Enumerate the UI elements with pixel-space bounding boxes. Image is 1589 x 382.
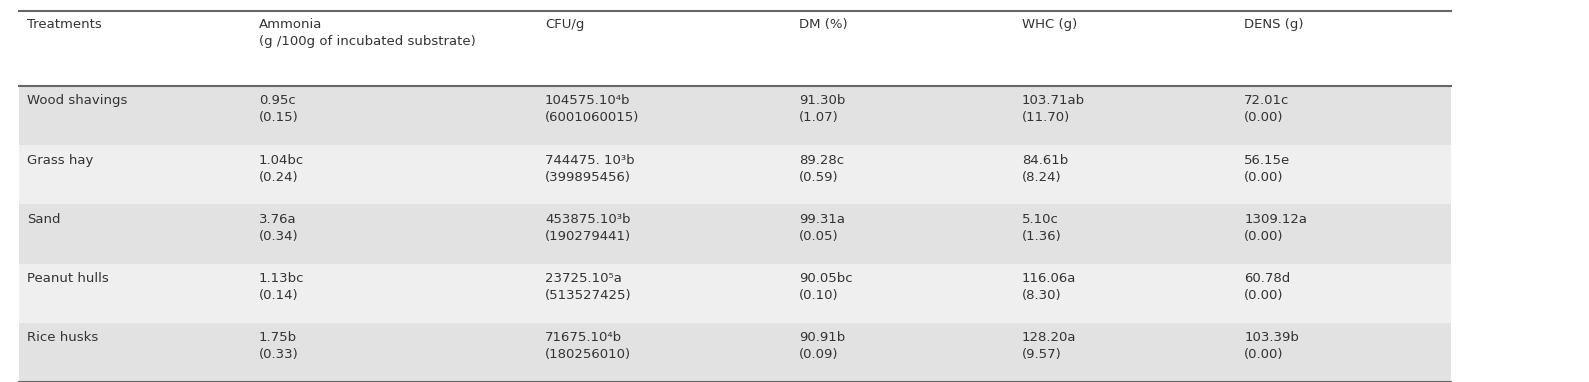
Text: 1.13bc
(0.14): 1.13bc (0.14) [259, 272, 305, 302]
Bar [19, 11, 251, 86]
Bar [251, 145, 537, 204]
Bar [251, 323, 537, 382]
Bar [791, 11, 1014, 86]
Text: 103.39b
(0.00): 103.39b (0.00) [1244, 331, 1300, 361]
Bar [537, 204, 791, 264]
Text: 99.31a
(0.05): 99.31a (0.05) [799, 213, 845, 243]
Bar [19, 264, 251, 323]
Text: Sand: Sand [27, 213, 60, 226]
Text: 90.05bc
(0.10): 90.05bc (0.10) [799, 272, 853, 302]
Text: 91.30b
(1.07): 91.30b (1.07) [799, 94, 845, 125]
Text: 72.01c
(0.00): 72.01c (0.00) [1244, 94, 1290, 125]
Bar [537, 11, 791, 86]
Text: WHC (g): WHC (g) [1022, 18, 1077, 31]
Bar [19, 323, 251, 382]
Text: 744475. 10³b
(399895456): 744475. 10³b (399895456) [545, 154, 634, 184]
Text: 90.91b
(0.09): 90.91b (0.09) [799, 331, 845, 361]
Text: 56.15e
(0.00): 56.15e (0.00) [1244, 154, 1290, 184]
Bar [1236, 264, 1451, 323]
Bar [1236, 86, 1451, 145]
Bar [1014, 323, 1236, 382]
Text: 1.04bc
(0.24): 1.04bc (0.24) [259, 154, 303, 184]
Text: 104575.10⁴b
(6001060015): 104575.10⁴b (6001060015) [545, 94, 639, 125]
Bar [251, 264, 537, 323]
Text: 103.71ab
(11.70): 103.71ab (11.70) [1022, 94, 1085, 125]
Text: Rice husks: Rice husks [27, 331, 99, 344]
Text: 1309.12a
(0.00): 1309.12a (0.00) [1244, 213, 1308, 243]
Text: 89.28c
(0.59): 89.28c (0.59) [799, 154, 844, 184]
Bar [1236, 11, 1451, 86]
Text: 5.10c
(1.36): 5.10c (1.36) [1022, 213, 1061, 243]
Bar [1014, 145, 1236, 204]
Text: Grass hay: Grass hay [27, 154, 94, 167]
Bar [791, 323, 1014, 382]
Text: 84.61b
(8.24): 84.61b (8.24) [1022, 154, 1068, 184]
Bar [1014, 86, 1236, 145]
Text: 1.75b
(0.33): 1.75b (0.33) [259, 331, 299, 361]
Bar [537, 264, 791, 323]
Bar [1236, 323, 1451, 382]
Text: 453875.10³b
(190279441): 453875.10³b (190279441) [545, 213, 631, 243]
Text: Peanut hulls: Peanut hulls [27, 272, 108, 285]
Text: 60.78d
(0.00): 60.78d (0.00) [1244, 272, 1290, 302]
Bar [1236, 204, 1451, 264]
Text: CFU/g: CFU/g [545, 18, 585, 31]
Bar [791, 145, 1014, 204]
Bar [791, 264, 1014, 323]
Bar [251, 204, 537, 264]
Bar [791, 86, 1014, 145]
Bar [537, 86, 791, 145]
Bar [19, 86, 251, 145]
Bar [1014, 204, 1236, 264]
Bar [537, 145, 791, 204]
Bar [1014, 11, 1236, 86]
Text: Wood shavings: Wood shavings [27, 94, 127, 107]
Bar [1014, 264, 1236, 323]
Bar [19, 204, 251, 264]
Text: Ammonia
(g /100g of incubated substrate): Ammonia (g /100g of incubated substrate) [259, 18, 475, 49]
Text: 116.06a
(8.30): 116.06a (8.30) [1022, 272, 1076, 302]
Bar [1236, 145, 1451, 204]
Text: 71675.10⁴b
(180256010): 71675.10⁴b (180256010) [545, 331, 631, 361]
Text: 128.20a
(9.57): 128.20a (9.57) [1022, 331, 1076, 361]
Text: 3.76a
(0.34): 3.76a (0.34) [259, 213, 299, 243]
Text: DM (%): DM (%) [799, 18, 849, 31]
Text: 23725.10⁵a
(513527425): 23725.10⁵a (513527425) [545, 272, 632, 302]
Text: DENS (g): DENS (g) [1244, 18, 1303, 31]
Bar [251, 86, 537, 145]
Bar [537, 323, 791, 382]
Bar [19, 145, 251, 204]
Bar [791, 204, 1014, 264]
Bar [251, 11, 537, 86]
Text: Treatments: Treatments [27, 18, 102, 31]
Text: 0.95c
(0.15): 0.95c (0.15) [259, 94, 299, 125]
